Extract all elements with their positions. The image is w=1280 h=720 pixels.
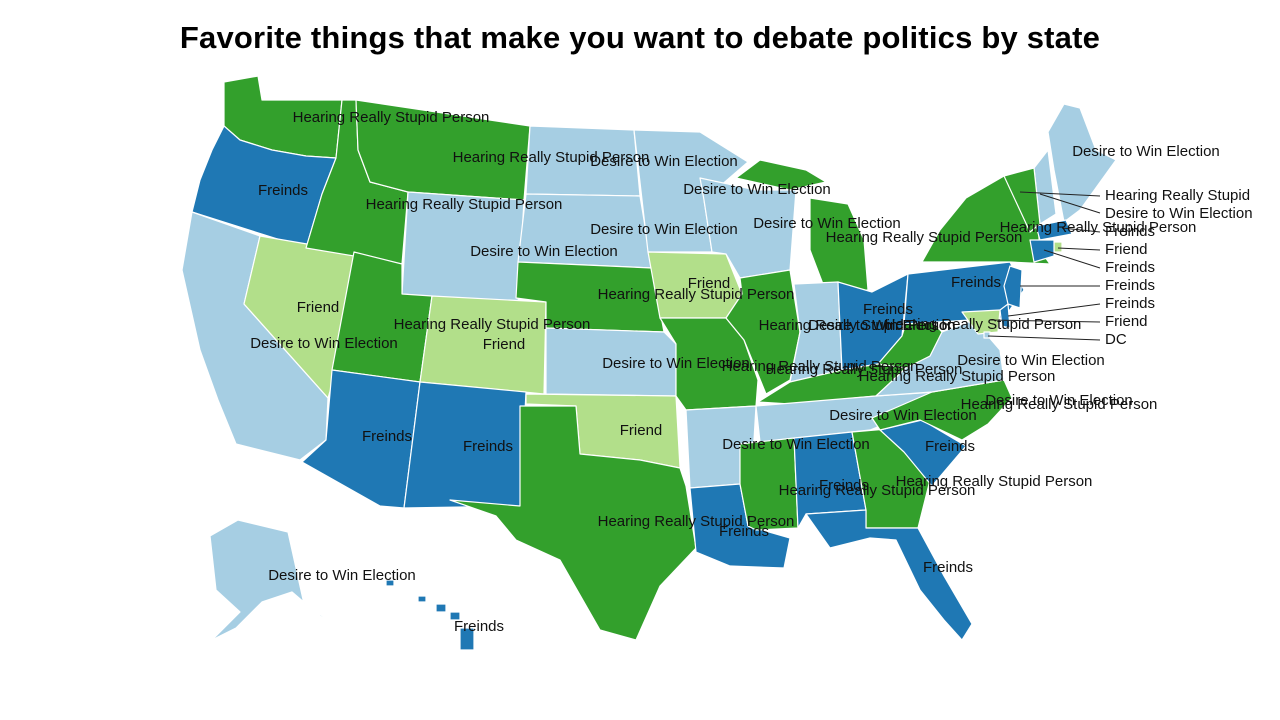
state-labels: Hearing Really Stupid PersonFreindsDesir… [250, 109, 1252, 635]
state-wv [877, 309, 943, 369]
state-label-ny: Hearing Really Stupid Person [1000, 219, 1197, 236]
leader-line-de [1007, 303, 1101, 317]
overlap-label: Hearing Really Stupid Person [766, 361, 963, 378]
leader-line-nh [1039, 193, 1101, 214]
state-label-ga: Hearing Really Stupid Person [896, 473, 1093, 490]
state-label-oh: Freinds [863, 301, 913, 318]
state-fl [805, 509, 973, 641]
state-label-wv: Hearing Really Stupid Person [885, 316, 1082, 333]
leader-line-ct [1043, 249, 1101, 269]
state-ri [1053, 241, 1063, 253]
state-label-fl: Freinds [923, 559, 973, 576]
state-label-nj: Freinds [1105, 277, 1155, 294]
state-md [961, 309, 1001, 335]
state-label-me: Desire to Win Election [1072, 143, 1220, 160]
state-me [1047, 103, 1117, 223]
state-shapes [181, 75, 1117, 651]
state-label-sd: Desire to Win Election [590, 221, 738, 238]
state-label-wi: Desire to Win Election [753, 215, 901, 232]
state-label-mn: Desire to Win Election [683, 181, 831, 198]
state-label-nd: Desire to Win Election [590, 153, 738, 170]
state-label-ok: Friend [620, 422, 663, 439]
leader-line-md [989, 319, 1101, 323]
leader-line-ma [1061, 227, 1101, 233]
state-mi [735, 159, 869, 293]
state-label-pa: Freinds [951, 274, 1001, 291]
state-label-co: Friend [483, 336, 526, 353]
state-label-vt: Hearing Really Stupid [1105, 187, 1250, 204]
map-title: Favorite things that make you want to de… [179, 20, 1101, 55]
leader-lines [987, 191, 1101, 341]
state-label-hi: Freinds [454, 618, 504, 635]
state-label-mi: Hearing Really Stupid Person [826, 229, 1023, 246]
leader-line-dc [987, 335, 1101, 341]
state-label-ne: Hearing Really Stupid Person [598, 286, 795, 303]
state-label-id: Hearing Really Stupid Person [366, 196, 563, 213]
state-ak [209, 519, 345, 641]
state-label-nm: Freinds [463, 438, 513, 455]
state-label-va: Desire to Win Election [957, 352, 1105, 369]
state-label-mt: Hearing Really Stupid Person [453, 149, 650, 166]
state-label-de: Freinds [1105, 295, 1155, 312]
state-label-md: Friend [1105, 313, 1148, 330]
state-label-nh: Desire to Win Election [1105, 205, 1253, 222]
state-label-al: Freinds [819, 477, 869, 494]
state-label-ia: Friend [688, 275, 731, 292]
state-label-or: Freinds [258, 182, 308, 199]
overlap-label: Desire to Win Election [985, 392, 1133, 409]
state-label-sc: Freinds [925, 438, 975, 455]
leader-line-ri [1057, 247, 1101, 251]
state-hi [385, 579, 475, 651]
state-label-la: Freinds [719, 523, 769, 540]
state-label-ut: Hearing Really Stupid Person [394, 316, 591, 333]
state-label-ak: Desire to Win Election [268, 567, 416, 584]
state-il [725, 269, 801, 395]
state-label-ar: Desire to Win Election [722, 436, 870, 453]
state-label-mo: Hearing Really Stupid Person [722, 358, 919, 375]
state-label-wy: Desire to Win Election [470, 243, 618, 260]
state-label-ca: Desire to Win Election [250, 335, 398, 352]
state-label-ky: Hearing Really Stupid Person [859, 368, 1056, 385]
state-label-ks: Desire to Win Election [602, 355, 750, 372]
state-label-nv: Friend [297, 299, 340, 316]
state-ct [1029, 239, 1055, 263]
state-vt [1003, 167, 1041, 233]
state-label-in: Desire to Win Election [808, 317, 956, 334]
state-label-ma: Freinds [1105, 223, 1155, 240]
state-label-ct: Freinds [1105, 259, 1155, 276]
state-label-il: Hearing Really Stupid Person [759, 317, 956, 334]
state-label-ms: Hearing Really Stupid Person [779, 482, 976, 499]
state-label-wa: Hearing Really Stupid Person [293, 109, 490, 126]
leader-line-vt [1019, 191, 1101, 197]
state-ma [1035, 219, 1073, 241]
state-label-az: Freinds [362, 428, 412, 445]
state-label-dc: DC [1105, 331, 1127, 348]
state-label-nc: Hearing Really Stupid Person [961, 396, 1158, 413]
state-nj [1003, 265, 1023, 309]
state-label-tn: Desire to Win Election [829, 407, 977, 424]
state-label-ri: Friend [1105, 241, 1148, 258]
state-label-tx: Hearing Really Stupid Person [598, 513, 795, 530]
state-tx [449, 405, 697, 641]
